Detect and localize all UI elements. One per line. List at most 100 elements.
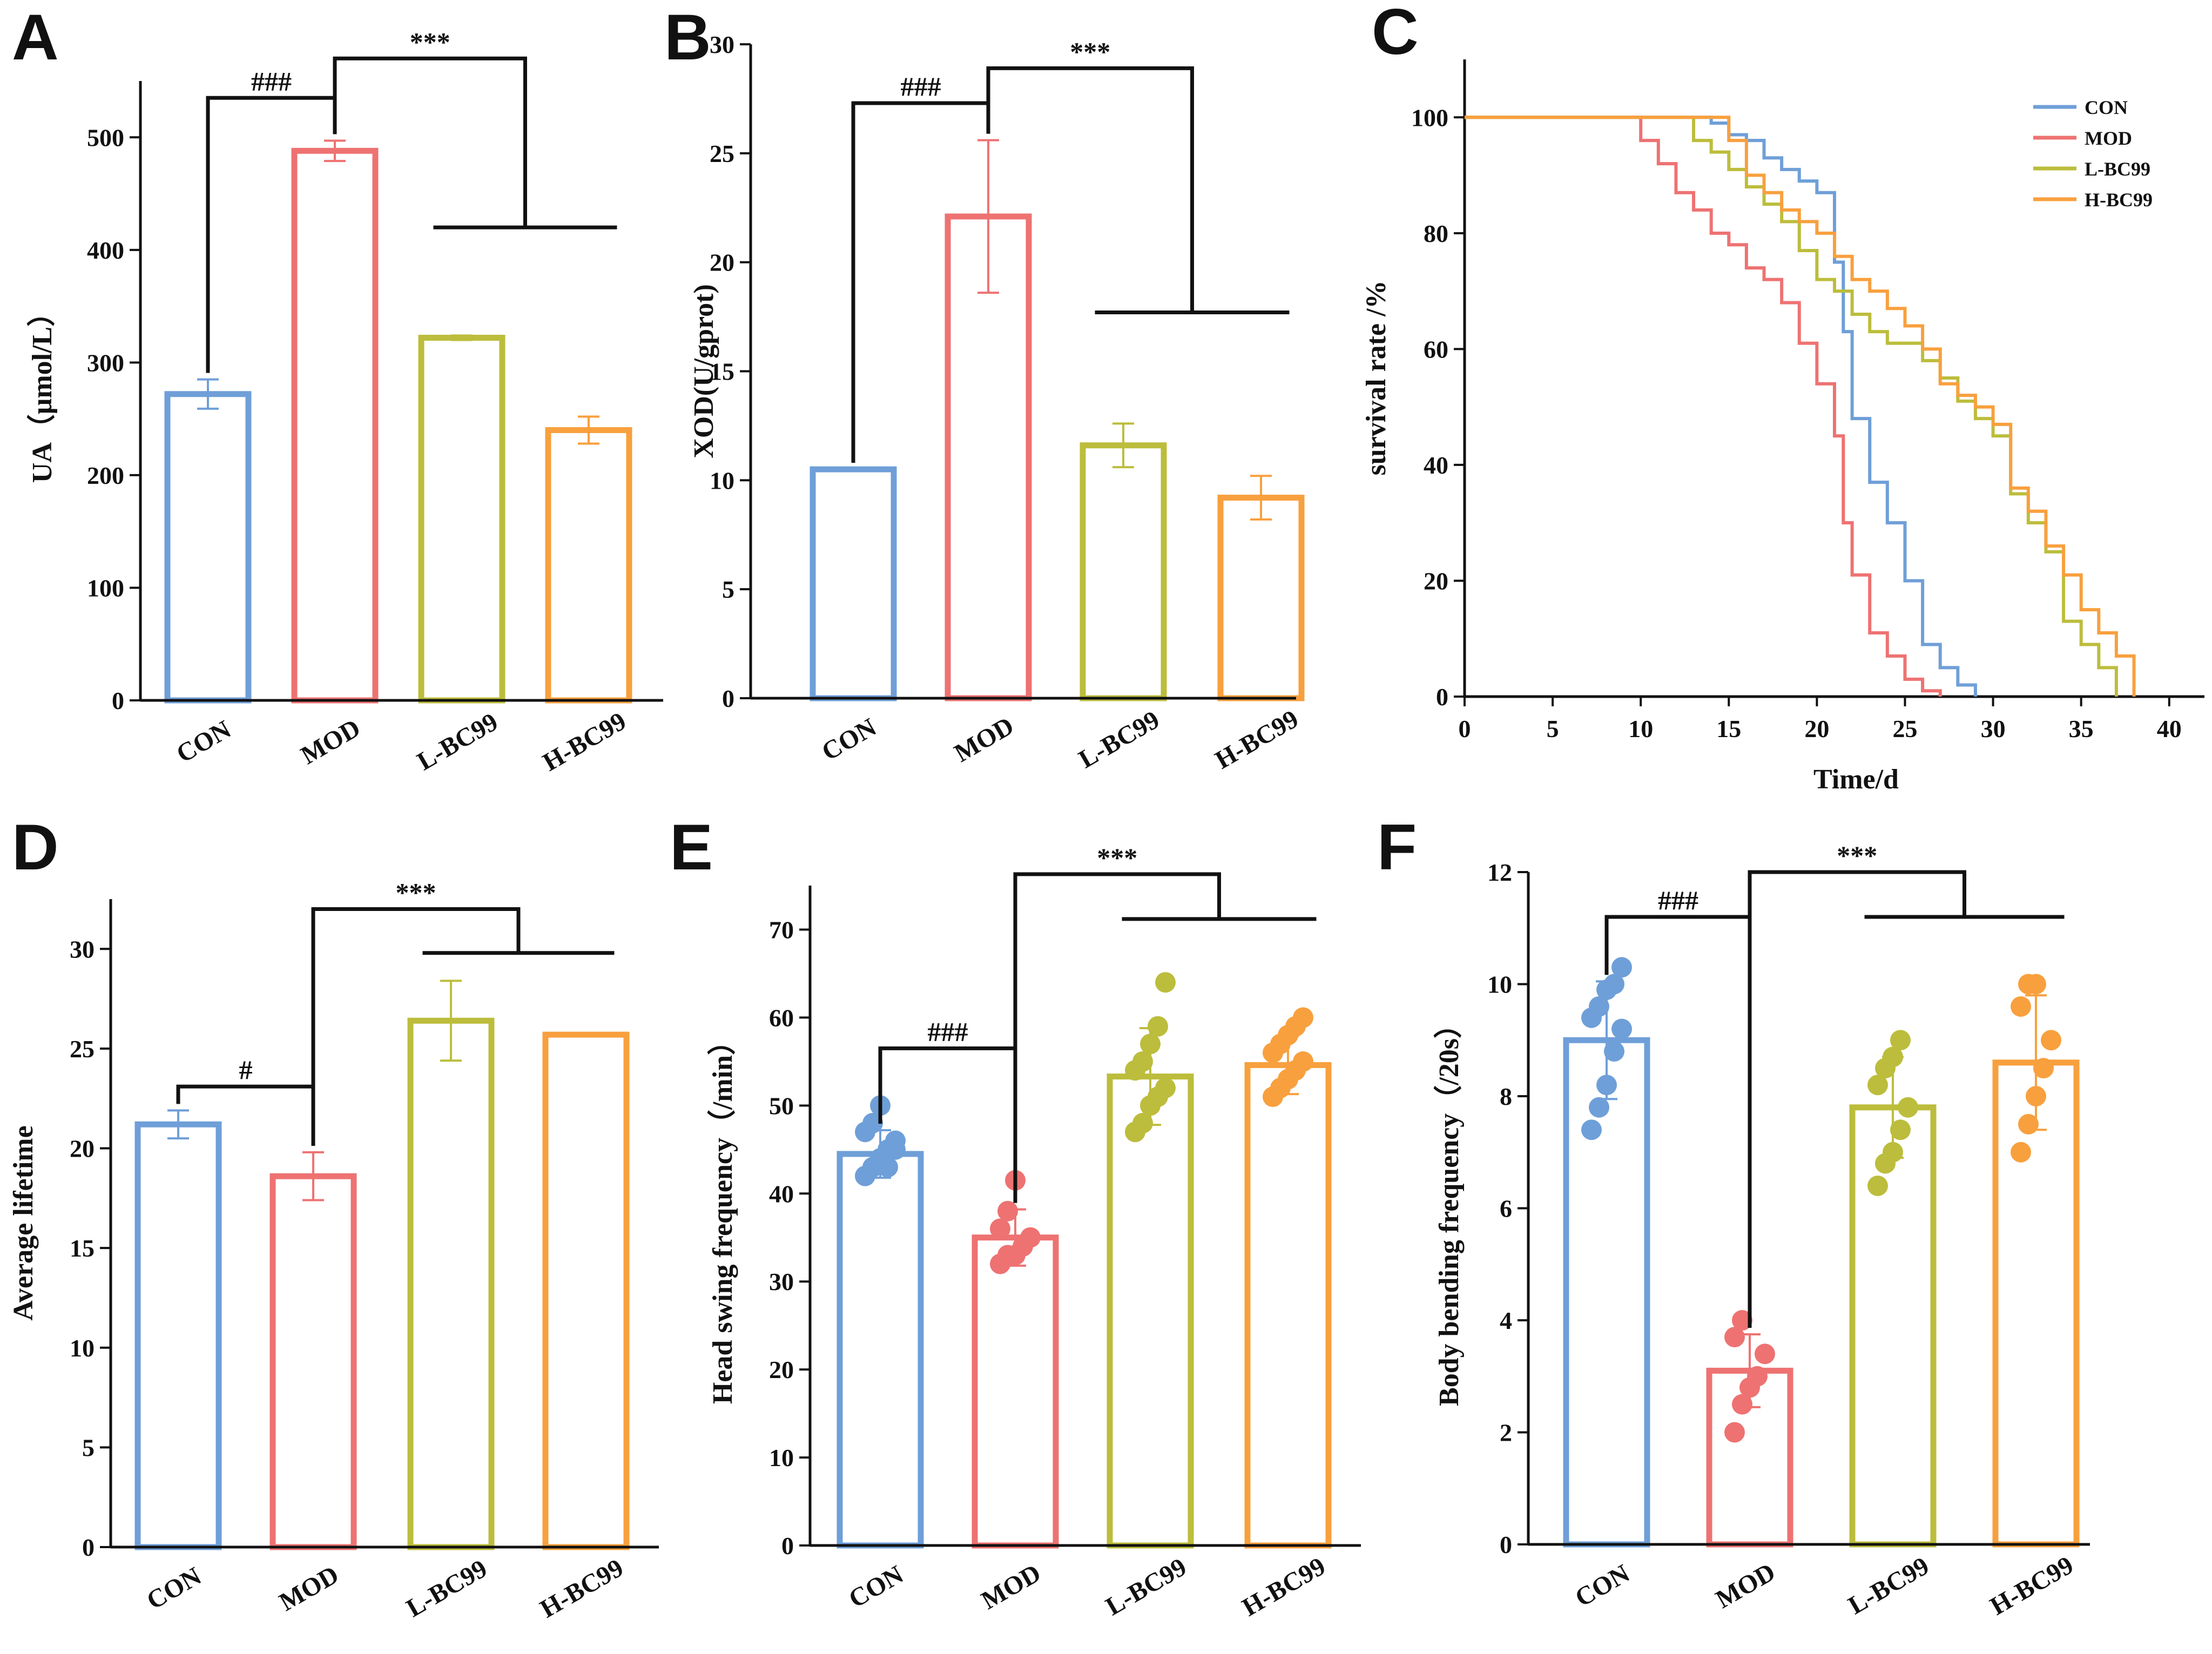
y-axis-title: Average lifetime (8, 1125, 39, 1320)
y-tick-label: 60 (769, 1004, 794, 1031)
data-point-l-bc99 (1867, 1176, 1888, 1196)
y-tick-label: 30 (70, 935, 95, 963)
data-point-mod (990, 1218, 1010, 1239)
y-tick-label: 300 (87, 349, 124, 376)
panel-letter-a: A (12, 1, 59, 73)
x-tick-label: H-BC99 (1210, 705, 1303, 775)
data-point-h-bc99 (2033, 1058, 2054, 1079)
bar-h-bc99 (542, 1031, 630, 1550)
panel-a: A CON MOD L-BC99 H-BC99 0 100 200 300 400 500 UA（μm… (12, 1, 663, 777)
y-axis-title: UA（μmol/L） (26, 299, 58, 483)
significance-bracket (333, 56, 527, 228)
significance-label: ### (901, 71, 941, 102)
y-tick-label: 80 (1424, 220, 1448, 247)
x-tick-label: CON (817, 713, 881, 766)
data-point-l-bc99 (1898, 1097, 1918, 1118)
data-point-h-bc99 (2018, 1113, 2039, 1135)
x-tick-label: 5 (1547, 715, 1559, 742)
data-point-con (878, 1157, 898, 1178)
y-tick-label: 10 (710, 467, 734, 494)
bar-h-bc99 (1992, 1059, 2080, 1548)
survival-line-h-bc99 (1465, 116, 2136, 697)
data-point-con (1611, 1018, 1632, 1039)
data-point-l-bc99 (1883, 1142, 1903, 1163)
panel-b: B CON MOD L-BC99 H-BC99 0 5 10 15 20 25 30 XOD(U/gpr… (664, 1, 1305, 775)
significance-label: ### (251, 66, 292, 96)
y-tick-label: 500 (87, 124, 124, 151)
x-tick-label: 35 (2069, 715, 2094, 742)
y-tick-label: 15 (710, 358, 734, 386)
bar-con (837, 1151, 924, 1549)
legend-label-mod: MOD (2085, 127, 2132, 149)
panel-letter-e: E (670, 811, 713, 883)
x-tick-label: H-BC99 (538, 707, 631, 777)
data-point-mod (1020, 1227, 1041, 1248)
y-tick-label: 25 (710, 140, 734, 167)
significance-bracket (986, 66, 1194, 313)
significance-bracket (311, 907, 521, 1146)
y-tick-label: 5 (722, 576, 734, 603)
y-tick-label: 10 (1487, 971, 1512, 998)
data-point-mod (1732, 1310, 1752, 1331)
x-tick-label: MOD (949, 711, 1019, 768)
bar-con (134, 1121, 222, 1550)
bar-l-bc99 (1107, 1074, 1194, 1549)
data-point-h-bc99 (2026, 974, 2046, 995)
bar-con (164, 391, 252, 704)
y-axis-title: XOD(U/gprot) (689, 284, 719, 458)
data-point-con (1589, 1097, 1609, 1118)
bar-mod (291, 147, 379, 704)
y-tick-label: 200 (87, 462, 124, 489)
panel-letter-c: C (1372, 0, 1419, 68)
significance-bracket (1013, 872, 1221, 1203)
significance-bracket (851, 101, 990, 463)
x-tick-label: L-BC99 (1101, 1552, 1191, 1621)
x-tick-label: MOD (1711, 1557, 1780, 1614)
y-tick-label: 20 (710, 249, 734, 276)
y-tick-label: 2 (1500, 1419, 1512, 1447)
y-tick-label: 20 (1424, 567, 1448, 595)
survival-line-mod (1465, 116, 1942, 697)
y-tick-label: 0 (781, 1532, 794, 1560)
bar-mod (269, 1173, 357, 1550)
y-tick-label: 20 (70, 1135, 95, 1163)
y-tick-label: 15 (70, 1234, 95, 1262)
y-axis-title: Body bending frequency（/20s） (1433, 1010, 1465, 1406)
x-tick-label: 10 (1628, 715, 1653, 742)
data-point-con (1604, 974, 1624, 995)
data-point-con (1604, 1041, 1624, 1062)
x-tick-label: H-BC99 (1985, 1551, 2078, 1621)
bar-h-bc99 (1217, 495, 1305, 701)
x-tick-label: 0 (1459, 715, 1471, 742)
y-tick-label: 0 (1500, 1531, 1512, 1558)
survival-line-l-bc99 (1465, 116, 2118, 697)
y-tick-label: 60 (1424, 335, 1448, 363)
y-tick-label: 10 (70, 1334, 95, 1362)
bar-mod (972, 1234, 1059, 1549)
data-point-mod (1724, 1327, 1745, 1348)
y-tick-label: 40 (1424, 451, 1448, 479)
x-tick-label: L-BC99 (413, 707, 503, 776)
panel-letter-b: B (664, 1, 711, 73)
data-point-mod (997, 1200, 1018, 1221)
significance-bracket (878, 1046, 1017, 1203)
data-point-l-bc99 (1890, 1030, 1911, 1051)
data-point-con (1596, 1075, 1617, 1096)
bar-h-bc99 (1244, 1062, 1332, 1549)
data-point-h-bc99 (2011, 1142, 2031, 1163)
significance-label: *** (1837, 840, 1877, 870)
y-axis-title: survival rate /% (1361, 280, 1392, 475)
significance-label: *** (1097, 842, 1137, 873)
x-tick-label: 15 (1716, 715, 1741, 742)
data-point-l-bc99 (1890, 1119, 1911, 1140)
y-tick-label: 400 (87, 237, 124, 264)
bar-l-bc99 (407, 1017, 495, 1550)
significance-bracket (1748, 870, 1966, 1328)
data-point-h-bc99 (2011, 996, 2031, 1017)
data-point-mod (1747, 1366, 1768, 1387)
x-tick-label: MOD (296, 713, 365, 770)
x-tick-label: 40 (2157, 715, 2182, 742)
x-tick-label: H-BC99 (1237, 1552, 1330, 1622)
data-point-l-bc99 (1867, 1075, 1888, 1096)
